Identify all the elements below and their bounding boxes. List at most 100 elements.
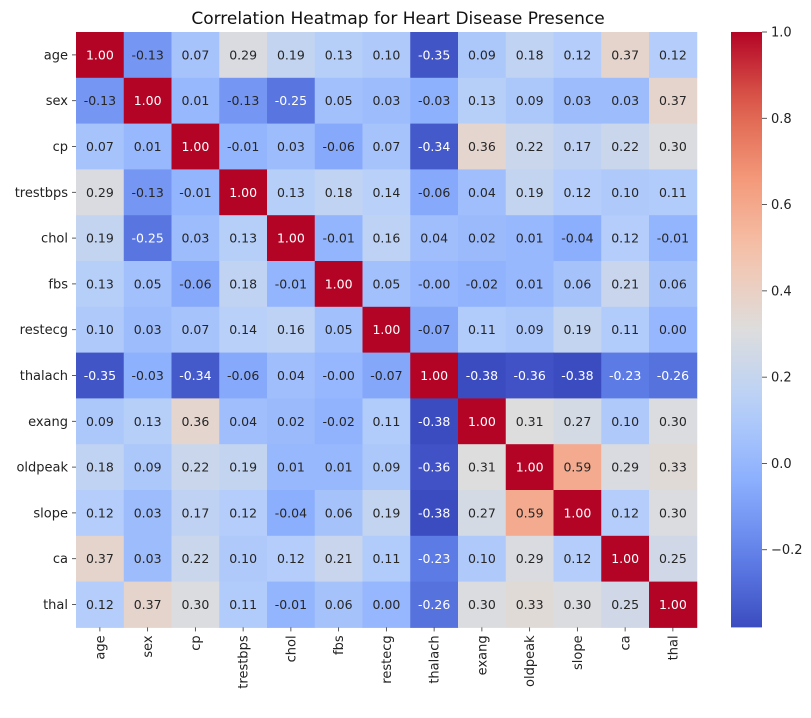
heatmap-cell [171, 215, 220, 262]
cell-value-label: -0.25 [275, 93, 307, 108]
heatmap-cell [553, 32, 602, 79]
cell-value-label: 1.00 [468, 414, 496, 429]
cell-value-label: 0.02 [468, 231, 496, 246]
cell-value-label: 0.04 [468, 185, 496, 200]
heatmap-cell [410, 352, 459, 399]
cell-value-label: 0.19 [229, 460, 257, 475]
cell-value-label: -0.06 [227, 368, 259, 383]
x-tick-label: trestbps [237, 635, 252, 689]
cell-value-label: -0.13 [131, 47, 163, 62]
heatmap-cell [649, 32, 698, 79]
heatmap-cell [171, 352, 220, 399]
heatmap-cell [123, 352, 172, 399]
cell-value-label: 0.29 [229, 47, 257, 62]
cell-value-label: 0.11 [611, 322, 639, 337]
heatmap-cell [458, 306, 507, 354]
heatmap-cell [553, 444, 602, 491]
cell-value-label: 0.31 [516, 414, 544, 429]
heatmap-cell [123, 490, 172, 537]
heatmap-cell [314, 123, 363, 170]
cell-value-label: 0.00 [372, 597, 400, 612]
cell-value-label: 1.00 [659, 597, 687, 612]
cell-value-label: -0.03 [418, 93, 450, 108]
heatmap-cell [505, 444, 554, 491]
heatmap-cell [601, 261, 650, 308]
heatmap-cell [553, 581, 602, 628]
colorbar-tick-label: 0.0 [771, 457, 792, 472]
cell-value-label: 0.04 [277, 368, 305, 383]
cell-value-label: 0.22 [181, 460, 209, 475]
x-tick-labels: age sex cp trestbps chol fbs restecg thalach exa… [93, 627, 681, 689]
cell-value-label: 0.06 [659, 276, 687, 291]
heatmap-cell [219, 490, 268, 537]
cell-value-label: 1.00 [611, 551, 639, 566]
cell-value-label: 0.11 [468, 322, 496, 337]
y-tick-label: fbs [48, 277, 68, 292]
cell-value-label: 0.19 [86, 231, 114, 246]
heatmap-cell [171, 32, 220, 79]
x-tick-label: ca [619, 635, 634, 650]
heatmap-cell [505, 123, 554, 170]
cell-value-label: 0.12 [86, 597, 114, 612]
heatmap-cell [219, 261, 268, 308]
cell-value-label: 0.13 [468, 93, 496, 108]
heatmap-cell [219, 215, 268, 262]
y-tick-label: chol [41, 232, 68, 247]
x-tick-label: exang [475, 635, 490, 675]
heatmap-cell [458, 352, 507, 399]
y-tick-label: thal [43, 598, 68, 613]
heatmap-cell [649, 490, 698, 537]
heatmap-cell [553, 352, 602, 399]
cell-value-label: 0.17 [563, 139, 591, 154]
cell-value-label: 0.29 [611, 460, 639, 475]
heatmap-cell [505, 306, 554, 354]
heatmap-cell [314, 581, 363, 628]
heatmap-cell [601, 535, 650, 583]
heatmap-cell [649, 306, 698, 354]
heatmap-cell [314, 215, 363, 262]
cell-value-label: -0.35 [84, 368, 116, 383]
x-tick-label: fbs [332, 635, 347, 655]
cell-value-label: 0.27 [563, 414, 591, 429]
heatmap-cell [553, 535, 602, 583]
heatmap-cell [314, 261, 363, 308]
heatmap-cell [601, 398, 650, 445]
cell-value-label: -0.06 [418, 185, 450, 200]
heatmap-cell [410, 398, 459, 445]
heatmap-cell [410, 535, 459, 583]
cell-value-label: 0.18 [516, 47, 544, 62]
heatmap-cell [171, 535, 220, 583]
heatmap-cell [601, 77, 650, 125]
cell-value-label: 0.21 [611, 276, 639, 291]
heatmap-cell [76, 398, 125, 445]
heatmap-cell [314, 77, 363, 125]
heatmap-cell [123, 169, 172, 216]
cell-value-label: 1.00 [325, 276, 353, 291]
cell-value-label: 0.07 [181, 47, 209, 62]
heatmap-cell [649, 123, 698, 170]
cell-value-label: -0.23 [418, 551, 450, 566]
cell-value-label: 0.11 [372, 414, 400, 429]
heatmap-cell [505, 169, 554, 216]
cell-value-label: 0.01 [516, 231, 544, 246]
heatmap-cell [171, 398, 220, 445]
colorbar-tick-label: 0.8 [771, 112, 792, 127]
cell-value-label: 0.03 [372, 93, 400, 108]
cell-value-label: 0.11 [659, 185, 687, 200]
cell-value-label: 0.18 [229, 276, 257, 291]
colorbar-gradient [731, 32, 762, 628]
heatmap-cell [76, 581, 125, 628]
heatmap-cell [123, 123, 172, 170]
cell-value-label: -0.07 [418, 322, 450, 337]
heatmap-cell [267, 215, 316, 262]
cell-value-label: -0.06 [179, 276, 211, 291]
cell-value-label: 0.09 [134, 460, 162, 475]
heatmap-cell [649, 398, 698, 445]
heatmap-cell [553, 215, 602, 262]
heatmap-cell [505, 215, 554, 262]
heatmap-cell [458, 169, 507, 216]
cell-value-label: 0.25 [659, 551, 687, 566]
heatmap-cell [76, 123, 125, 170]
heatmap-cell [458, 581, 507, 628]
